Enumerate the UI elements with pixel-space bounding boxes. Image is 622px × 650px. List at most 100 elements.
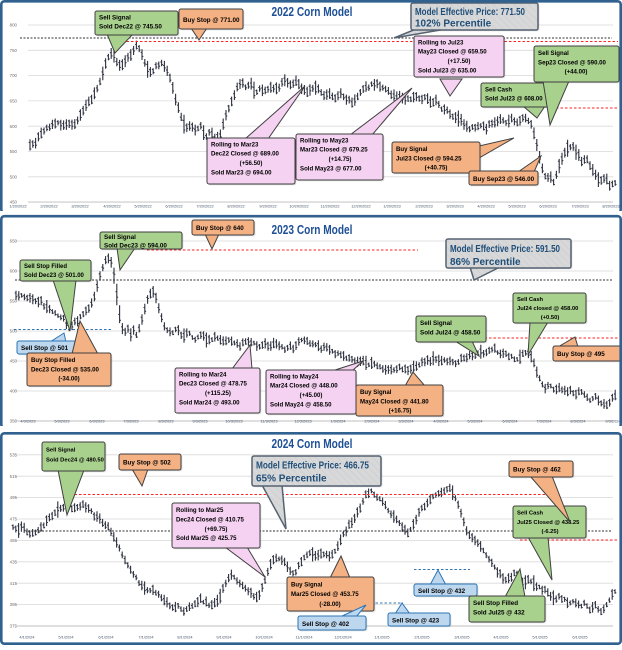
svg-text:Sold Dec23 @ 594.00: Sold Dec23 @ 594.00 — [104, 242, 167, 249]
svg-text:Sell Stop @ 432: Sell Stop @ 432 — [418, 588, 466, 595]
svg-text:6/3/2023: 6/3/2023 — [89, 419, 104, 424]
svg-text:1/20/2023: 1/20/2023 — [383, 204, 400, 209]
svg-text:8/1/2024: 8/1/2024 — [177, 635, 193, 640]
svg-text:Jul23 Closed @ 594.25: Jul23 Closed @ 594.25 — [396, 155, 462, 162]
svg-text:Dec22 Closed @ 689.00: Dec22 Closed @ 689.00 — [211, 151, 280, 158]
svg-text:Buy Signal: Buy Signal — [396, 146, 428, 153]
svg-text:2/20/2023: 2/20/2023 — [415, 204, 432, 209]
svg-text:Buy Stop Filled: Buy Stop Filled — [31, 357, 76, 364]
svg-text:Sold Mar25 @ 425.75: Sold Mar25 @ 425.75 — [176, 535, 237, 542]
svg-text:535: 535 — [10, 452, 18, 457]
svg-text:7/1/2024: 7/1/2024 — [138, 635, 154, 640]
svg-text:Sell Cash: Sell Cash — [517, 297, 544, 303]
svg-text:Dec23 Closed @ 535.00: Dec23 Closed @ 535.00 — [31, 366, 100, 373]
svg-text:Sold Dec22 @ 745.50: Sold Dec22 @ 745.50 — [99, 23, 162, 30]
svg-text:450: 450 — [10, 359, 18, 364]
svg-text:400: 400 — [10, 389, 18, 394]
svg-text:Sell Signal: Sell Signal — [46, 447, 76, 453]
svg-text:Dec24 Closed @ 410.75: Dec24 Closed @ 410.75 — [176, 517, 245, 524]
svg-text:550: 550 — [10, 299, 18, 304]
svg-text:Sell Stop @ 423: Sell Stop @ 423 — [392, 617, 440, 624]
svg-text:Rolling to Mar25: Rolling to Mar25 — [176, 507, 224, 514]
svg-text:415: 415 — [10, 581, 18, 586]
svg-text:2024 Corn Model: 2024 Corn Model — [272, 437, 353, 451]
svg-text:2/20/2022: 2/20/2022 — [40, 204, 57, 209]
svg-text:(+44.00): (+44.00) — [565, 69, 588, 76]
svg-text:12/1/2024: 12/1/2024 — [334, 635, 352, 640]
svg-text:11/20/2022: 11/20/2022 — [320, 204, 339, 209]
svg-text:3/20/2023: 3/20/2023 — [446, 204, 463, 209]
svg-text:6/1/2025: 6/1/2025 — [572, 635, 587, 640]
svg-text:7/3/2024: 7/3/2024 — [536, 419, 552, 424]
svg-text:Buy Stop @ 640: Buy Stop @ 640 — [196, 225, 244, 232]
svg-text:5/3/2024: 5/3/2024 — [467, 419, 483, 424]
svg-text:650: 650 — [10, 99, 18, 104]
svg-text:Buy Signal: Buy Signal — [360, 389, 392, 396]
svg-text:Sold Dec24 @ 480.50: Sold Dec24 @ 480.50 — [46, 458, 104, 464]
svg-text:5/1/2025: 5/1/2025 — [532, 635, 547, 640]
svg-text:8/3/2023: 8/3/2023 — [158, 419, 173, 424]
svg-text:500: 500 — [10, 174, 18, 179]
svg-text:Sell Stop @ 402: Sell Stop @ 402 — [302, 621, 350, 628]
svg-text:2023 Corn Model: 2023 Corn Model — [272, 223, 353, 237]
svg-text:Rolling to Mar23: Rolling to Mar23 — [211, 141, 259, 148]
svg-text:65% Percentile: 65% Percentile — [256, 474, 327, 485]
svg-text:7/3/2023: 7/3/2023 — [123, 419, 138, 424]
svg-text:1/3/2024: 1/3/2024 — [330, 419, 346, 424]
svg-text:Buy Signal: Buy Signal — [291, 581, 323, 588]
svg-text:9/3/2024: 9/3/2024 — [605, 419, 621, 424]
svg-text:86% Percentile: 86% Percentile — [450, 257, 521, 268]
svg-text:Sell Stop Filled: Sell Stop Filled — [473, 600, 518, 607]
svg-text:375: 375 — [10, 624, 18, 629]
svg-text:Buy Stop @ 771.00: Buy Stop @ 771.00 — [183, 17, 240, 24]
svg-text:4/20/2022: 4/20/2022 — [103, 204, 120, 209]
svg-text:Rolling to Jul23: Rolling to Jul23 — [418, 39, 464, 46]
svg-text:435: 435 — [10, 559, 18, 564]
svg-text:Sold Dec23 @ 501.00: Sold Dec23 @ 501.00 — [24, 273, 85, 279]
svg-text:Buy Stop @ 495: Buy Stop @ 495 — [557, 351, 605, 358]
svg-text:Jul25 Closed @ 438.25: Jul25 Closed @ 438.25 — [517, 520, 580, 526]
svg-text:(+16.75): (+16.75) — [389, 408, 412, 415]
svg-text:(+69.75): (+69.75) — [205, 526, 228, 533]
svg-text:9/1/2024: 9/1/2024 — [216, 635, 232, 640]
svg-text:Rolling to Mar24: Rolling to Mar24 — [179, 371, 227, 378]
svg-text:Sold May23 @ 677.00: Sold May23 @ 677.00 — [300, 165, 362, 172]
svg-text:Sell Stop Filled: Sell Stop Filled — [24, 264, 67, 270]
svg-text:600: 600 — [10, 124, 18, 129]
svg-text:10/20/2022: 10/20/2022 — [289, 204, 308, 209]
svg-text:9/3/2023: 9/3/2023 — [192, 419, 207, 424]
svg-text:(-34.00): (-34.00) — [58, 376, 79, 383]
svg-text:Sold Mar24 @ 493.00: Sold Mar24 @ 493.00 — [179, 399, 240, 406]
svg-text:5/20/2023: 5/20/2023 — [508, 204, 525, 209]
svg-text:Model Effective Price: 771.50: Model Effective Price: 771.50 — [415, 7, 525, 18]
svg-text:10/3/2023: 10/3/2023 — [225, 419, 242, 424]
svg-text:Sell Cash: Sell Cash — [517, 511, 544, 517]
svg-text:1/1/2025: 1/1/2025 — [374, 635, 389, 640]
svg-text:Mar25 Closed @ 453.75: Mar25 Closed @ 453.75 — [291, 591, 359, 598]
svg-text:12/20/2022: 12/20/2022 — [351, 204, 370, 209]
svg-text:May23 Closed @ 659.50: May23 Closed @ 659.50 — [418, 49, 487, 56]
svg-text:3/3/2024: 3/3/2024 — [398, 419, 414, 424]
svg-text:9/20/2022: 9/20/2022 — [259, 204, 276, 209]
svg-text:500: 500 — [10, 329, 18, 334]
svg-text:455: 455 — [10, 538, 18, 543]
svg-text:Buy Sep23 @ 546.00: Buy Sep23 @ 546.00 — [473, 176, 535, 183]
svg-text:7/20/2023: 7/20/2023 — [571, 204, 588, 209]
svg-text:Sell Signal: Sell Signal — [104, 234, 136, 241]
svg-text:(+40.75): (+40.75) — [425, 165, 448, 172]
svg-text:5/20/2022: 5/20/2022 — [134, 204, 151, 209]
svg-text:Rolling to May23: Rolling to May23 — [300, 137, 349, 144]
svg-text:Buy Stop @ 502: Buy Stop @ 502 — [123, 460, 171, 467]
svg-text:Model Effective Price: 466.75: Model Effective Price: 466.75 — [256, 461, 369, 472]
svg-text:Mar24 Closed @ 448.00: Mar24 Closed @ 448.00 — [270, 383, 338, 390]
svg-text:4/20/2023: 4/20/2023 — [477, 204, 494, 209]
svg-text:102% Percentile: 102% Percentile — [415, 19, 492, 30]
svg-text:(-28.00): (-28.00) — [319, 601, 340, 608]
svg-text:475: 475 — [10, 517, 18, 522]
svg-text:Sell Signal: Sell Signal — [99, 15, 131, 22]
svg-text:Sold Jul25 @ 432: Sold Jul25 @ 432 — [473, 609, 525, 616]
svg-text:Sold Mar23 @ 694.00: Sold Mar23 @ 694.00 — [211, 169, 272, 176]
svg-text:450: 450 — [10, 200, 18, 205]
svg-text:May24 Closed @ 441.80: May24 Closed @ 441.80 — [360, 398, 429, 405]
svg-text:Sold Jul23 @ 608.00: Sold Jul23 @ 608.00 — [485, 96, 543, 102]
